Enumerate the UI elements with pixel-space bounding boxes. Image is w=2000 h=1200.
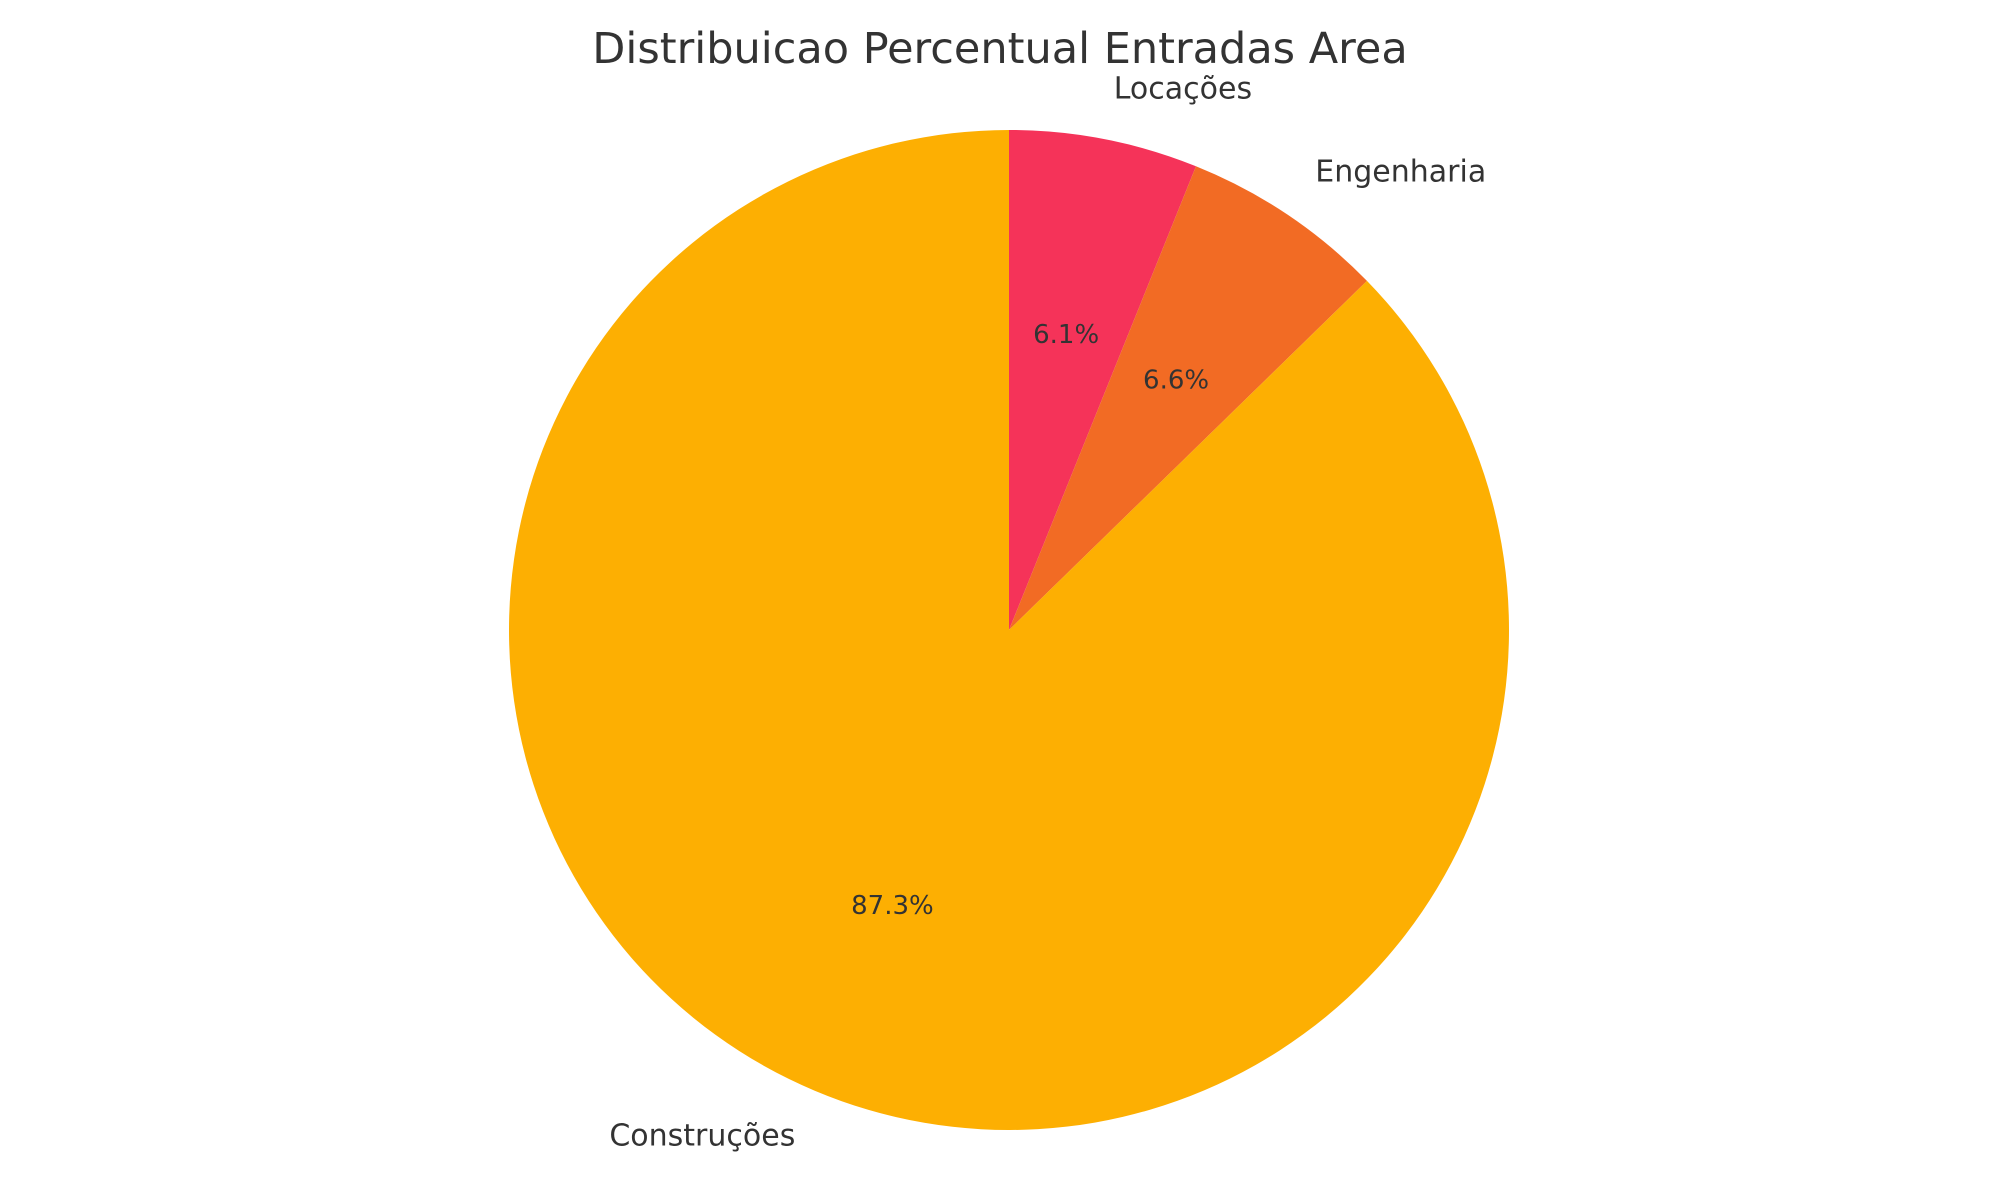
pie-slices — [509, 130, 1509, 1130]
slice-value-engenharia: 6.6% — [1143, 365, 1209, 395]
slice-value-locacoes: 6.1% — [1033, 320, 1099, 350]
pie-slice-engenharia — [1009, 166, 1367, 631]
pie-slice-locacoes — [1009, 130, 1196, 630]
chart-title: Distribuicao Percentual Entradas Area — [592, 24, 1407, 74]
pie-slice-construcoes — [509, 130, 1509, 1130]
pie-labels: Locações 6.1% Engenharia 6.6% Construções 87.… — [609, 72, 1486, 1154]
slice-value-construcoes: 87.3% — [851, 891, 934, 921]
slice-label-engenharia: Engenharia — [1315, 155, 1486, 190]
slice-label-locacoes: Locações — [1114, 72, 1252, 107]
slice-label-construcoes: Construções — [609, 1118, 795, 1153]
